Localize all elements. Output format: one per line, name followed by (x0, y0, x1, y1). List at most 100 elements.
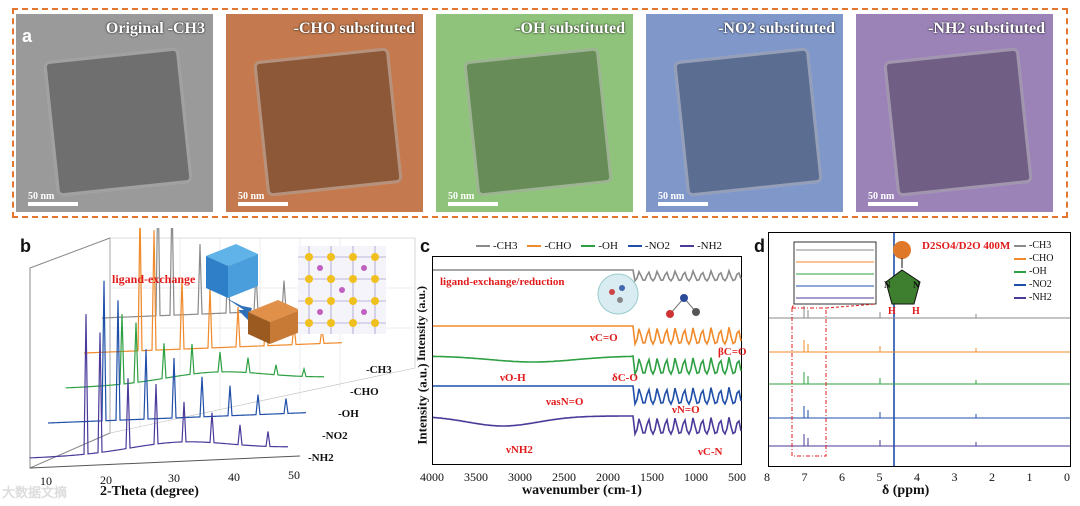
tem-title: -NO2 substituted (718, 20, 835, 37)
atom-n-1: N (884, 280, 891, 290)
scale-label: 50 nm (868, 191, 895, 202)
nmr-xtick: 4 (914, 470, 920, 484)
atom-h-2: H (912, 306, 920, 317)
ftir-peak-label: νNH2 (506, 444, 533, 456)
ftir-peak-label: νN=O (672, 404, 700, 416)
legend-label: -NO2 (1029, 279, 1052, 290)
panel-c-label: c (420, 236, 431, 256)
xrd-xtick: 30 (168, 471, 180, 485)
panel-c-ftir-chart (432, 256, 742, 465)
xrd-xtick: 40 (228, 469, 240, 484)
legend-swatch (581, 245, 596, 248)
scale-bar (658, 202, 708, 206)
nanocube (673, 47, 823, 197)
panel-a-frame (12, 8, 1068, 218)
nanocube (253, 47, 403, 197)
legend-label: -NH2 (696, 240, 723, 252)
scale-bar (448, 202, 498, 206)
nanocube (883, 47, 1033, 197)
xrd-series-nh2 (29, 314, 289, 459)
scale-label: 50 nm (658, 191, 685, 202)
nmr-xtick: 1 (1026, 470, 1033, 484)
panel-d-xlabel: δ (ppm) (882, 483, 930, 498)
ftir-series-nh2 (432, 415, 742, 437)
tem-title: Original -CH3 (105, 20, 205, 37)
tem-image-3: -OH substituted 50 nm (436, 14, 633, 212)
tem-title: -NH2 substituted (928, 20, 1045, 37)
xrd-xtick: 10 (40, 474, 52, 488)
legend-swatch (1014, 257, 1026, 260)
ftir-annotation: ligand-exchange/reduction (440, 276, 565, 288)
ftir-series-no2 (433, 385, 742, 407)
tem-image-4: -NO2 substituted 50 nm (646, 14, 843, 212)
panel-c-ylabel: Intensity (a.u.) (414, 363, 430, 445)
legend-label: -CHO (544, 240, 572, 252)
tem-image-5: -NH2 substituted 50 nm (856, 14, 1053, 212)
xrd-series-oh (65, 314, 325, 389)
ftir-peak-label: δC-O (612, 372, 638, 384)
scale-bar (238, 202, 288, 206)
nmr-xtick: 3 (951, 470, 958, 484)
legend-label: -NO2 (644, 240, 670, 252)
legend-label: -CH3 (493, 240, 518, 252)
scale-bar (28, 202, 78, 206)
scale-bar (868, 202, 918, 206)
xrd-series-label: -OH (338, 408, 359, 420)
watermark: 大数据文摘 (2, 486, 68, 501)
panel-a-label: a (22, 26, 33, 46)
ftir-xtick: 4000 (420, 470, 444, 484)
ftir-peak-label: νC-N (698, 446, 723, 458)
ftir-series-cho (433, 325, 742, 347)
nmr-xtick: 8 (764, 470, 770, 484)
ftir-peak-label: βC=O (718, 346, 747, 358)
atom-n-2: N (913, 280, 920, 290)
nmr-legend-row: -OH (1014, 266, 1053, 279)
molecule-ball-stick-icon (666, 294, 700, 318)
ftir-xtick: 3500 (464, 470, 488, 484)
nmr-legend-row: -CH3 (1014, 240, 1053, 253)
molecule-inset-icon (597, 273, 639, 315)
xrd-series-cho (83, 228, 343, 354)
legend-swatch (1014, 296, 1026, 299)
nmr-xtick: 7 (801, 470, 808, 484)
xrd-series-label: -CHO (350, 386, 379, 398)
ftir-series-oh (433, 355, 742, 377)
xrd-series-label: -CH3 (366, 364, 392, 376)
panel-d-label: d (754, 236, 765, 256)
ftir-peak-label: νC=O (590, 332, 618, 344)
legend-swatch (1014, 283, 1026, 286)
ftir-series-ch3 (433, 268, 742, 283)
ftir-xtick: 3000 (508, 470, 532, 484)
ftir-xtick: 1500 (640, 470, 664, 484)
nmr-xtick: 0 (1064, 470, 1070, 484)
nmr-legend-row: -NO2 (1014, 279, 1053, 292)
nmr-xtick: 5 (876, 470, 883, 484)
scale-label: 50 nm (28, 191, 55, 202)
legend-swatch (1014, 244, 1026, 247)
legend-swatch (527, 245, 542, 248)
legend-swatch (1014, 270, 1026, 273)
panel-d-nmr-chart (768, 232, 1071, 467)
xrd-series-no2 (47, 280, 307, 424)
ligand-exchange-label: ligand-exchange (112, 272, 196, 286)
nmr-xtick: 2 (989, 470, 995, 484)
legend-label: -CH3 (1029, 240, 1052, 251)
tem-image-1: Original -CH3 50 nm (16, 14, 213, 212)
panel-c-ylabel-top: Intensity (a.u.) (414, 285, 429, 362)
nmr-solvent: D2SO4/D2O 400M (922, 240, 1011, 252)
ftir-xtick: 2500 (552, 470, 576, 484)
scale-label: 50 nm (238, 191, 265, 202)
xrd-xtick: 50 (288, 468, 300, 482)
tem-image-2: -CHO substituted 50 nm (226, 14, 423, 212)
imidazole-structure-icon (885, 241, 921, 305)
ftir-xtick: 1000 (684, 470, 708, 484)
legend-label: -CHO (1029, 253, 1054, 264)
panel-b-xlabel: 2-Theta (degree) (100, 484, 199, 499)
ftir-xtick: 2000 (596, 470, 620, 484)
panel-c-xlabel: wavenumber (cm-1) (522, 483, 642, 498)
legend-label: -OH (598, 240, 618, 252)
legend-label: -NH2 (1029, 292, 1052, 303)
mof-cube-illustration (206, 244, 300, 344)
legend-swatch (627, 245, 642, 248)
nmr-legend-row: -CHO (1014, 253, 1053, 266)
